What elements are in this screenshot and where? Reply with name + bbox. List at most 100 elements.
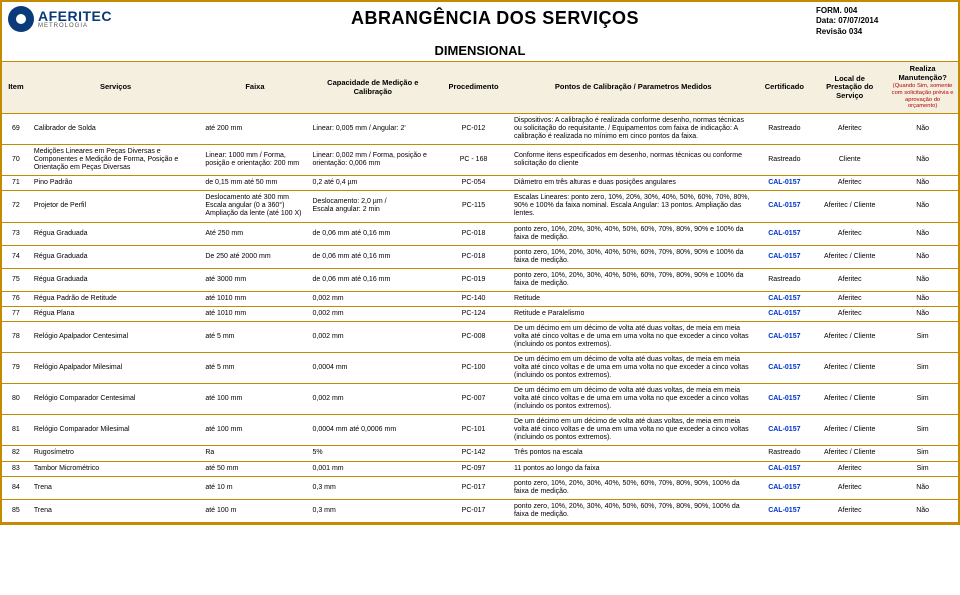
cell-cap: de 0,06 mm até 0,16 mm — [309, 268, 438, 291]
cell-proc: PC-018 — [437, 222, 510, 245]
cell-pontos: Escalas Lineares: ponto zero, 10%, 20%, … — [510, 191, 757, 222]
cell-item: 81 — [2, 415, 30, 446]
cell-pontos: De um décimo em um décimo de volta até d… — [510, 415, 757, 446]
cell-pontos: Retitude — [510, 291, 757, 306]
cell-manut: Sim — [887, 446, 958, 461]
cell-serv: Tambor Micrométrico — [30, 461, 201, 476]
logo-brand: AFERITEC — [38, 9, 112, 23]
cell-cert: CAL-0157 — [756, 353, 812, 384]
cell-cap: Linear: 0,005 mm / Angular: 2' — [309, 114, 438, 145]
cell-faixa: Até 250 mm — [201, 222, 308, 245]
table-row: 78Relógio Apalpador Centesimalaté 5 mm0,… — [2, 321, 958, 352]
cell-local: Aferitec / Cliente — [812, 321, 887, 352]
cell-proc: PC-140 — [437, 291, 510, 306]
meta-date: Data: 07/07/2014 — [816, 16, 950, 26]
cell-manut: Sim — [887, 461, 958, 476]
cell-pontos: Dispositivos: A calibração é realizada c… — [510, 114, 757, 145]
cell-proc: PC-115 — [437, 191, 510, 222]
cell-serv: Projetor de Perfil — [30, 191, 201, 222]
cell-item: 71 — [2, 176, 30, 191]
cell-pontos: ponto zero, 10%, 20%, 30%, 40%, 50%, 60%… — [510, 222, 757, 245]
cell-item: 85 — [2, 499, 30, 522]
table-row: 74Régua GraduadaDe 250 até 2000 mmde 0,0… — [2, 245, 958, 268]
cell-manut: Não — [887, 476, 958, 499]
logo-icon — [8, 6, 34, 32]
th-item: Item — [2, 62, 30, 114]
cell-pontos: ponto zero, 10%, 20%, 30%, 40%, 50%, 60%… — [510, 476, 757, 499]
cell-serv: Rugosímetro — [30, 446, 201, 461]
cell-cap: 0,002 mm — [309, 321, 438, 352]
cell-cap: Linear: 0,002 mm / Forma, posição e orie… — [309, 145, 438, 176]
logo-sub: METROLOGIA — [38, 23, 112, 29]
cell-faixa: De 250 até 2000 mm — [201, 245, 308, 268]
cell-proc: PC - 168 — [437, 145, 510, 176]
page-title: ABRANGÊNCIA DOS SERVIÇOS — [182, 8, 808, 29]
page-frame: AFERITEC METROLOGIA ABRANGÊNCIA DOS SERV… — [0, 0, 960, 525]
cell-manut: Não — [887, 222, 958, 245]
cell-faixa: até 50 mm — [201, 461, 308, 476]
cell-cert: Rastreado — [756, 268, 812, 291]
cell-cap: 0,001 mm — [309, 461, 438, 476]
logo-text: AFERITEC METROLOGIA — [38, 9, 112, 29]
table-row: 83Tambor Micrométricoaté 50 mm0,001 mmPC… — [2, 461, 958, 476]
cell-cert: CAL-0157 — [756, 222, 812, 245]
cell-proc: PC-017 — [437, 476, 510, 499]
cell-item: 83 — [2, 461, 30, 476]
cell-manut: Não — [887, 245, 958, 268]
cell-serv: Trena — [30, 476, 201, 499]
table-row: 75Régua Graduadaaté 3000 mmde 0,06 mm at… — [2, 268, 958, 291]
cell-pontos: De um décimo em um décimo de volta até d… — [510, 321, 757, 352]
cell-local: Aferitec — [812, 176, 887, 191]
cell-item: 75 — [2, 268, 30, 291]
cell-local: Aferitec — [812, 306, 887, 321]
cell-faixa: Deslocamento até 300 mmEscala angular (0… — [201, 191, 308, 222]
cell-item: 76 — [2, 291, 30, 306]
cell-local: Aferitec / Cliente — [812, 353, 887, 384]
cell-proc: PC-097 — [437, 461, 510, 476]
cell-local: Aferitec — [812, 476, 887, 499]
cell-cap: 0,002 mm — [309, 384, 438, 415]
cell-faixa: até 10 m — [201, 476, 308, 499]
cell-pontos: De um décimo em um décimo de volta até d… — [510, 384, 757, 415]
cell-local: Aferitec / Cliente — [812, 384, 887, 415]
cell-local: Aferitec — [812, 291, 887, 306]
cell-local: Aferitec — [812, 222, 887, 245]
cell-pontos: Retitude e Paralelismo — [510, 306, 757, 321]
cell-item: 80 — [2, 384, 30, 415]
cell-manut: Não — [887, 268, 958, 291]
meta-form: FORM. 004 — [816, 6, 950, 16]
th-procedimento: Procedimento — [437, 62, 510, 114]
header-bar: AFERITEC METROLOGIA ABRANGÊNCIA DOS SERV… — [2, 2, 958, 41]
cell-pontos: Três pontos na escala — [510, 446, 757, 461]
cell-manut: Não — [887, 191, 958, 222]
cell-serv: Relógio Apalpador Milesimal — [30, 353, 201, 384]
cell-manut: Não — [887, 499, 958, 522]
cell-cap: 0,3 mm — [309, 499, 438, 522]
cell-cap: 5% — [309, 446, 438, 461]
table-row: 84Trenaaté 10 m0,3 mmPC-017ponto zero, 1… — [2, 476, 958, 499]
cell-proc: PC-054 — [437, 176, 510, 191]
meta-rev: Revisão 034 — [816, 27, 950, 37]
cell-cert: CAL-0157 — [756, 415, 812, 446]
cell-item: 69 — [2, 114, 30, 145]
cell-cert: Rastreado — [756, 114, 812, 145]
cell-item: 78 — [2, 321, 30, 352]
cell-proc: PC-018 — [437, 245, 510, 268]
cell-faixa: até 200 mm — [201, 114, 308, 145]
th-certificado: Certificado — [756, 62, 812, 114]
cell-faixa: até 5 mm — [201, 321, 308, 352]
cell-proc: PC-007 — [437, 384, 510, 415]
cell-item: 79 — [2, 353, 30, 384]
cell-cert: Rastreado — [756, 145, 812, 176]
th-manut-note: (Quando Sim, somente com solicitação pré… — [891, 83, 954, 110]
cell-faixa: até 100 mm — [201, 384, 308, 415]
cell-cap: de 0,06 mm até 0,16 mm — [309, 222, 438, 245]
cell-serv: Relógio Apalpador Centesimal — [30, 321, 201, 352]
table-row: 80Relógio Comparador Centesimalaté 100 m… — [2, 384, 958, 415]
cell-pontos: 11 pontos ao longo da faixa — [510, 461, 757, 476]
cell-serv: Pino Padrão — [30, 176, 201, 191]
cell-cert: CAL-0157 — [756, 384, 812, 415]
cell-cap: 0,002 mm — [309, 291, 438, 306]
cell-pontos: Diâmetro em três alturas e duas posições… — [510, 176, 757, 191]
cell-cert: CAL-0157 — [756, 291, 812, 306]
